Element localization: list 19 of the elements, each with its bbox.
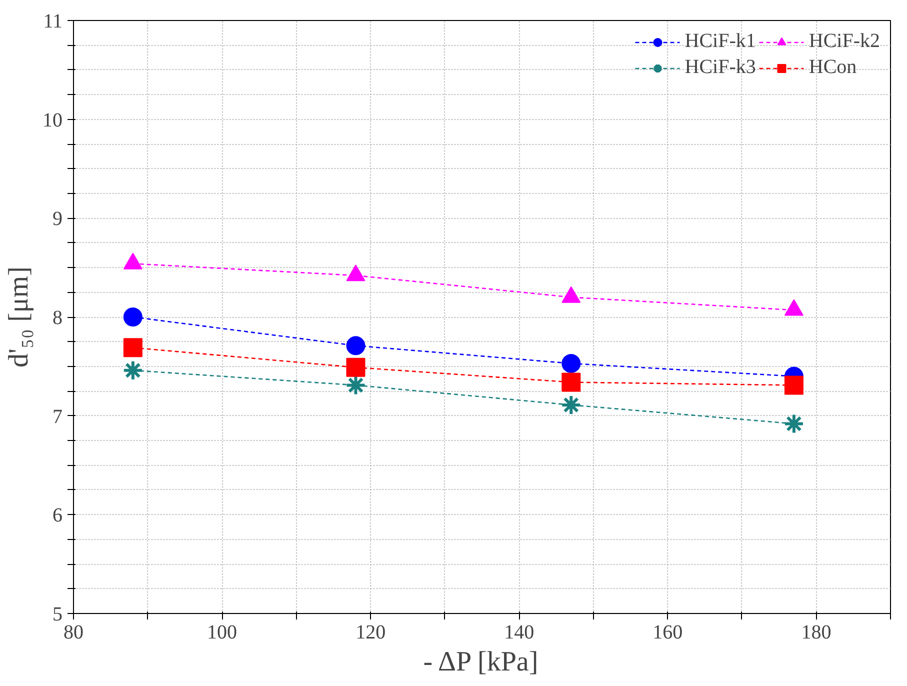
y-tick-label: 10 bbox=[42, 109, 62, 132]
x-tick-label: 120 bbox=[356, 622, 386, 644]
x-tick-label: 160 bbox=[652, 622, 683, 644]
legend-label: HCon bbox=[808, 56, 857, 79]
y-tick-label: 11 bbox=[43, 10, 63, 32]
y-tick-label: 9 bbox=[52, 208, 62, 230]
y-tick-label: 5 bbox=[52, 604, 62, 626]
y-tick-label: 6 bbox=[52, 504, 62, 527]
legend-label: HCiF-k2 bbox=[808, 30, 880, 53]
x-tick-label: 100 bbox=[207, 622, 238, 644]
x-tick-label: 180 bbox=[801, 622, 832, 644]
x-axis-title: - ΔP [kPa] bbox=[423, 646, 538, 678]
y-tick-label: 8 bbox=[52, 307, 62, 329]
legend-label: HCiF-k1 bbox=[684, 30, 756, 53]
x-tick-label: 140 bbox=[504, 622, 534, 644]
y-tick-label: 7 bbox=[52, 406, 62, 428]
x-tick-label: 80 bbox=[64, 622, 84, 644]
y-axis-title: d'₅₀ [μm] bbox=[4, 266, 34, 368]
legend-label: HCiF-k3 bbox=[684, 56, 756, 79]
